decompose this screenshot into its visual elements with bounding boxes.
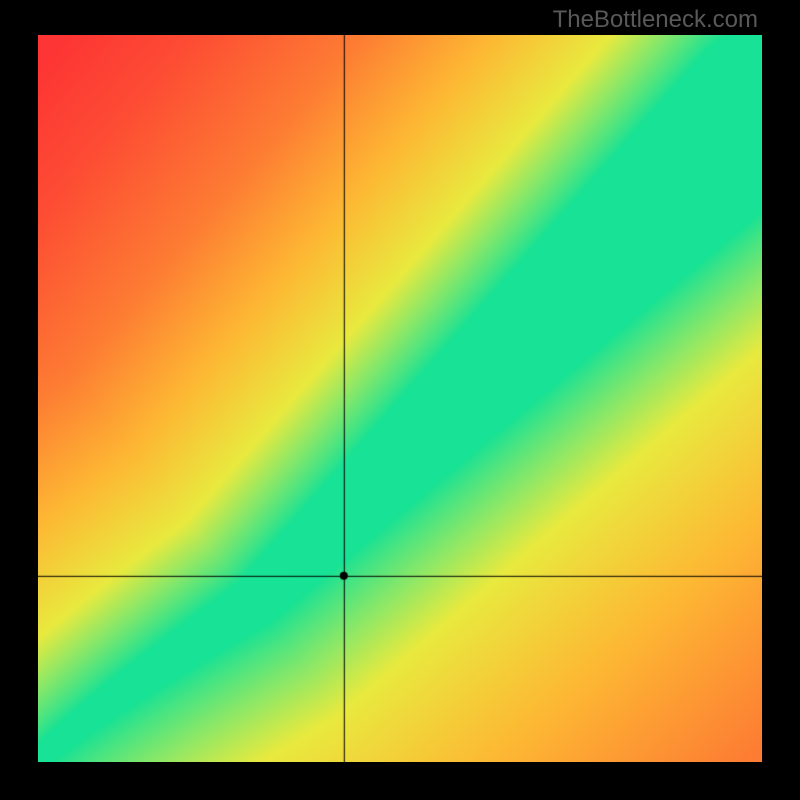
bottleneck-heatmap: [38, 35, 762, 762]
chart-container: TheBottleneck.com: [0, 0, 800, 800]
watermark-text: TheBottleneck.com: [553, 6, 758, 34]
